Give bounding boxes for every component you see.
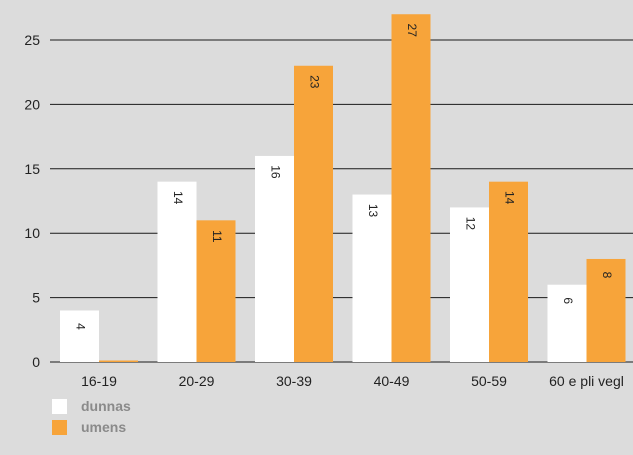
- dunnas-bar-20-29: [157, 181, 197, 362]
- dunnas-bar-16-19-label: 4: [73, 323, 87, 330]
- dunnas-bar-50-59: [450, 207, 489, 362]
- y-tick-label: 15: [24, 161, 40, 177]
- x-tick-label: 40-49: [374, 373, 410, 389]
- umens-bar-60 e pli vegl: [586, 258, 626, 362]
- y-tick-label: 5: [32, 290, 40, 306]
- y-tick-label: 25: [24, 32, 40, 48]
- dunnas-bar-40-49-label: 13: [366, 204, 380, 218]
- bars: 4 14 16 13 12 6 11 23 27 14 8: [60, 14, 626, 363]
- x-tick-label: 50-59: [471, 373, 507, 389]
- umens-bar-30-39-label: 23: [307, 75, 321, 89]
- x-tick-label: 20-29: [179, 373, 215, 389]
- umens-bar-16-19: [99, 360, 138, 362]
- dunnas-bar-30-39: [255, 155, 294, 362]
- umens-bar-40-49-label: 27: [405, 24, 419, 38]
- legend-item-dunnas: dunnas: [52, 396, 131, 416]
- dunnas-bar-60 e pli vegl: [547, 284, 587, 362]
- dunnas-bar-60 e pli vegl-label: 6: [561, 297, 575, 304]
- x-tick-label: 30-39: [276, 373, 312, 389]
- umens-bar-20-29-label: 11: [210, 230, 224, 243]
- legend-item-umens: umens: [52, 417, 131, 437]
- umens-bar-30-39: [294, 65, 333, 362]
- umens-bar-20-29: [196, 220, 236, 362]
- y-tick-label: 20: [24, 96, 40, 112]
- dunnas-bar-50-59-label: 12: [463, 217, 477, 231]
- gridlines: [50, 39, 633, 363]
- bar-chart: 0 5 10 15 20 25 4 14 16 13 12 6 11 23 27 14 8 16-19 20-2…: [24, 14, 633, 389]
- x-tick-label: 60 e pli vegl: [549, 373, 624, 389]
- umens-bar-50-59: [489, 181, 528, 362]
- legend-label-dunnas: dunnas: [81, 398, 131, 414]
- y-tick-label: 10: [24, 225, 40, 241]
- umens-bar-40-49: [391, 14, 431, 363]
- legend-swatch-umens: [52, 419, 67, 435]
- legend-swatch-dunnas: [52, 398, 67, 414]
- umens-bar-60 e pli vegl-label: 8: [600, 272, 614, 279]
- y-tick-label: 0: [32, 354, 40, 370]
- dunnas-bar-40-49: [352, 194, 392, 362]
- legend: dunnas umens: [52, 396, 131, 438]
- dunnas-bar-16-19: [60, 310, 99, 362]
- x-tick-label: 16-19: [81, 373, 117, 389]
- y-axis-ticks: 0 5 10 15 20 25: [24, 32, 40, 370]
- dunnas-bar-30-39-label: 16: [268, 165, 282, 179]
- legend-label-umens: umens: [81, 419, 127, 435]
- umens-bar-50-59-label: 14: [502, 191, 516, 205]
- x-axis-ticks: 16-19 20-29 30-39 40-49 50-59 60 e pli vegl: [81, 373, 624, 389]
- dunnas-bar-20-29-label: 14: [171, 191, 185, 205]
